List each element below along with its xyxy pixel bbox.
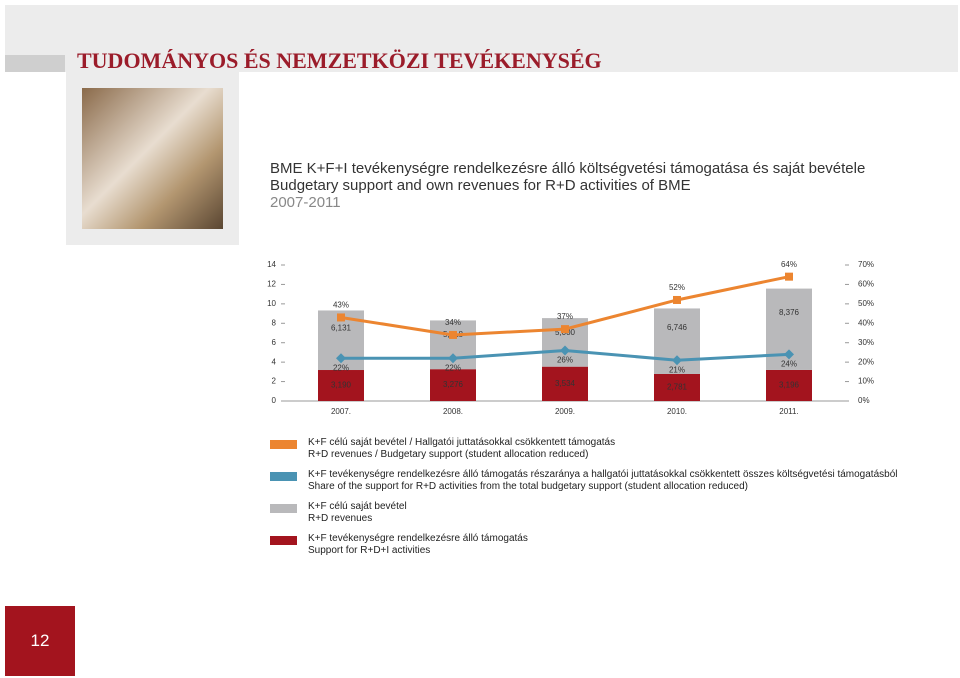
x-tick-label: 2007. (331, 407, 351, 416)
y-tick-label: 8 (272, 318, 277, 327)
value-label: 43% (333, 301, 349, 310)
legend-swatch (270, 536, 297, 545)
legend-text: K+F célú saját bevétel (308, 501, 407, 512)
legend-text: K+F célú saját bevétel / Hallgatói jutta… (308, 437, 616, 448)
value-label: 6,131 (331, 323, 352, 332)
caption-hu: BME K+F+I tevékenységre rendelkezésre ál… (270, 160, 866, 177)
legend-text: K+F tevékenységre rendelkezésre álló tám… (308, 469, 898, 480)
value-label: 3,276 (443, 380, 464, 389)
legend: K+F célú saját bevétel / Hallgatói jutta… (270, 437, 898, 565)
value-label: 34% (445, 318, 461, 327)
y-tick-label: 0 (272, 396, 277, 405)
value-label: 2,781 (667, 383, 688, 392)
y-tick-label: 4 (272, 357, 277, 366)
value-label: 24% (781, 359, 797, 368)
header-band (5, 5, 958, 72)
marker (448, 353, 458, 364)
y2-tick-label: 30% (858, 338, 874, 347)
y-tick-label: 6 (272, 338, 277, 347)
y2-tick-label: 20% (858, 357, 874, 366)
value-label: 22% (445, 363, 461, 372)
legend-swatch (270, 504, 297, 513)
y2-tick-label: 50% (858, 299, 874, 308)
y2-tick-label: 10% (858, 377, 874, 386)
value-label: 26% (557, 356, 573, 365)
legend-text: Support for R+D+I activities (308, 545, 431, 556)
y2-tick-label: 60% (858, 280, 874, 289)
photo-frame (66, 72, 239, 245)
legend-swatch (270, 440, 297, 449)
marker (560, 345, 570, 356)
y2-tick-label: 0% (858, 396, 870, 405)
marker (673, 295, 681, 304)
value-label: 3,196 (779, 381, 800, 390)
bar (766, 369, 812, 401)
legend-text: Share of the support for R+D activities … (308, 481, 748, 492)
marker (449, 330, 457, 339)
marker (784, 349, 794, 360)
marker (672, 355, 682, 366)
bar (318, 370, 364, 401)
value-label: 22% (333, 363, 349, 372)
header-tab (5, 55, 65, 72)
legend-item: K+F tevékenységre rendelkezésre álló tám… (270, 469, 898, 501)
y2-tick-label: 40% (858, 318, 874, 327)
value-label: 64% (781, 260, 797, 269)
legend-item: K+F célú saját bevétel R+D revenues (270, 501, 898, 533)
value-label: 3,190 (331, 381, 352, 390)
value-label: 21% (669, 365, 685, 374)
legend-text: R+D revenues (308, 513, 373, 524)
marker (785, 272, 793, 281)
y-tick-label: 14 (267, 260, 276, 269)
x-tick-label: 2008. (443, 407, 463, 416)
marker (561, 325, 569, 334)
caption-en: Budgetary support and own revenues for R… (270, 177, 691, 194)
value-label: 3,534 (555, 379, 576, 388)
legend-text: K+F tevékenységre rendelkezésre álló tám… (308, 533, 528, 544)
chart: 0 2 4 6 8 10 12 14 0% 10% 20% 30% 40% 50% 60% 70% 2007. 2… (267, 260, 874, 416)
legend-item: K+F célú saját bevétel / Hallgatói jutta… (270, 437, 898, 469)
caption-years: 2007-2011 (270, 194, 341, 211)
y2-tick-label: 70% (858, 260, 874, 269)
marker (337, 313, 345, 322)
legend-text: R+D revenues / Budgetary support (studen… (308, 449, 589, 460)
page-number: 12 (5, 606, 75, 676)
x-tick-label: 2009. (555, 407, 575, 416)
value-label: 6,746 (667, 323, 688, 332)
bar (654, 373, 700, 401)
legend-item: K+F tevékenységre rendelkezésre álló tám… (270, 533, 898, 565)
bar (430, 369, 476, 401)
photo (82, 88, 223, 229)
legend-swatch (270, 472, 297, 481)
x-tick-label: 2010. (667, 407, 687, 416)
x-tick-label: 2011. (779, 407, 798, 416)
value-label: 52% (669, 283, 685, 292)
marker (336, 353, 346, 364)
y-tick-label: 12 (267, 280, 276, 289)
bar (542, 366, 588, 401)
value-label: 37% (557, 312, 573, 321)
y-tick-label: 2 (272, 377, 277, 386)
page-title: TUDOMÁNYOS ÉS NEMZETKÖZI TEVÉKENYSÉG (77, 48, 602, 73)
caption: BME K+F+I tevékenységre rendelkezésre ál… (270, 160, 865, 211)
y-tick-label: 10 (267, 299, 276, 308)
value-label: 8,376 (779, 308, 800, 317)
